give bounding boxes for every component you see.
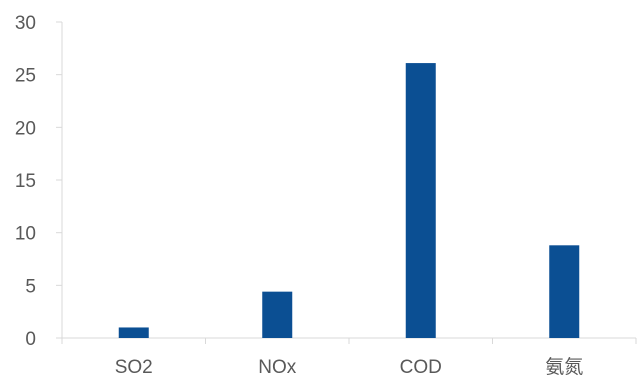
x-category-label: 氨氮: [545, 356, 583, 378]
y-tick-label: 10: [15, 224, 36, 245]
bar-3: [549, 245, 580, 338]
x-category-label: SO2: [115, 357, 153, 378]
x-category-label: NOx: [258, 357, 297, 378]
x-axis: SO2 NOx COD 氨氮: [61, 337, 637, 378]
bar-1: [262, 291, 293, 338]
bars: [118, 63, 580, 339]
y-tick-label: 30: [15, 13, 36, 34]
y-tick-label: 0: [25, 329, 36, 350]
x-category-label: COD: [400, 357, 442, 378]
y-axis: 0 5 10 15 20 25 30: [15, 13, 63, 350]
bar-2: [405, 63, 436, 339]
y-tick-label: 15: [15, 171, 36, 192]
bar-0: [118, 327, 149, 338]
y-tick-label: 25: [15, 66, 36, 87]
y-tick-label: 5: [25, 276, 36, 297]
y-tick-label: 20: [15, 118, 36, 139]
